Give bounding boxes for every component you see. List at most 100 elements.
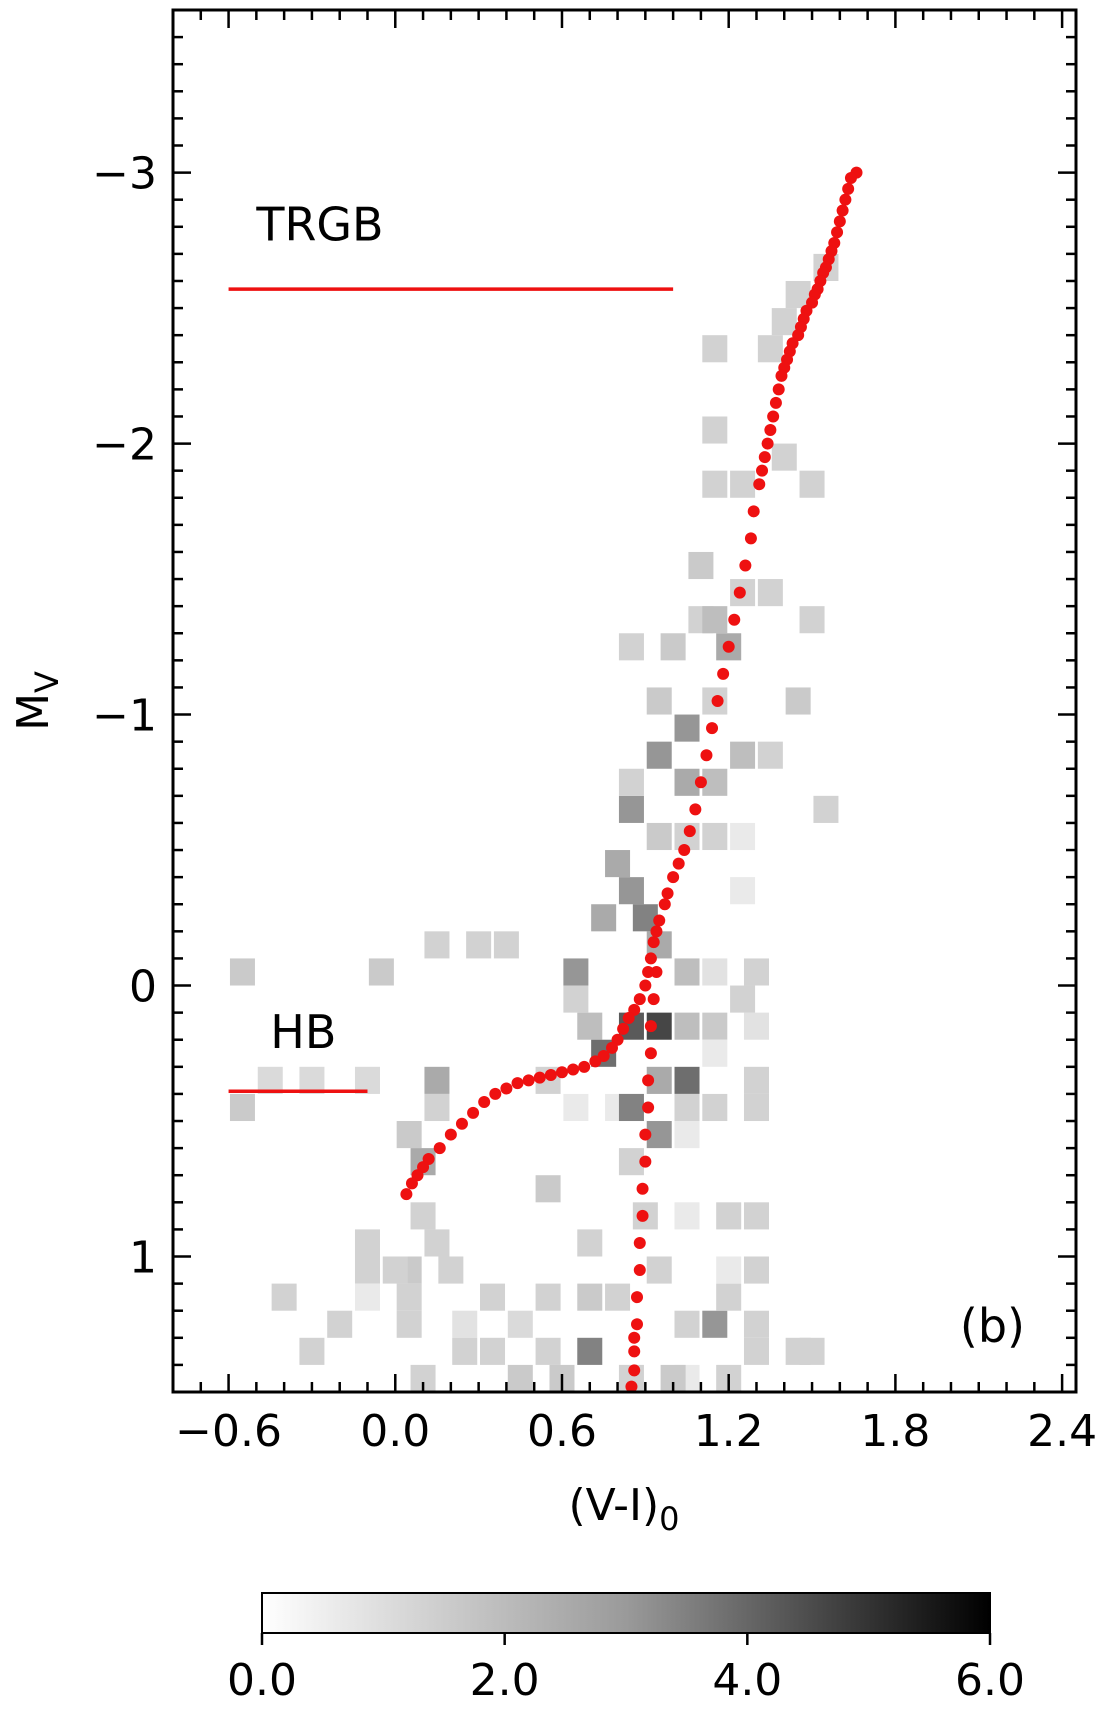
isochrone-point bbox=[722, 640, 735, 653]
y-axis-title: MV bbox=[8, 671, 66, 731]
density-bin bbox=[354, 1229, 380, 1257]
isochrone-point bbox=[694, 776, 707, 789]
x-tick-label: 0.6 bbox=[527, 1406, 597, 1457]
density-bin bbox=[716, 1256, 742, 1284]
density-bin bbox=[743, 1012, 769, 1040]
density-bin bbox=[424, 1066, 450, 1094]
density-bin bbox=[743, 1337, 769, 1365]
isochrone-point bbox=[653, 914, 666, 927]
isochrone-point bbox=[658, 898, 671, 911]
density-bin bbox=[674, 1012, 700, 1040]
density-bin bbox=[743, 1093, 769, 1122]
isochrone-point bbox=[639, 1155, 652, 1168]
isochrone-point bbox=[642, 965, 655, 978]
isochrone-point bbox=[622, 1012, 635, 1025]
isochrone-point bbox=[647, 993, 660, 1006]
isochrone-point bbox=[767, 410, 780, 423]
density-bin bbox=[702, 1310, 728, 1338]
isochrone-point bbox=[617, 1022, 630, 1035]
density-bin bbox=[618, 633, 644, 661]
density-bin bbox=[674, 1310, 700, 1338]
isochrone-point bbox=[839, 193, 852, 206]
y-tick-labels: −3 −2 −1 0 1 bbox=[92, 149, 157, 1284]
isochrone-point bbox=[644, 952, 657, 965]
density-bin bbox=[771, 308, 797, 336]
density-bin bbox=[563, 985, 589, 1013]
colorbar bbox=[261, 1592, 991, 1634]
density-bin bbox=[354, 1066, 380, 1094]
isochrone-point bbox=[683, 825, 696, 838]
isochrone-point bbox=[478, 1096, 491, 1109]
density-bin bbox=[396, 1121, 422, 1149]
density-bin bbox=[646, 687, 672, 715]
density-bin bbox=[730, 985, 756, 1013]
density-bin bbox=[674, 1202, 700, 1230]
density-bin bbox=[410, 1202, 436, 1230]
isochrone-point bbox=[642, 1101, 655, 1114]
density-bin bbox=[535, 1283, 561, 1311]
isochrone-point bbox=[775, 369, 788, 382]
density-bin bbox=[702, 822, 728, 851]
density-bin bbox=[396, 1310, 422, 1338]
isochrone-point bbox=[455, 1117, 468, 1130]
density-bin bbox=[716, 1283, 742, 1311]
density-bin bbox=[646, 822, 672, 851]
density-bin bbox=[730, 822, 756, 851]
isochrone-point bbox=[644, 1047, 657, 1060]
density-bin bbox=[424, 931, 450, 959]
isochrone-point bbox=[706, 722, 719, 735]
density-bin bbox=[563, 958, 589, 986]
density-bin bbox=[257, 1066, 283, 1094]
density-bin bbox=[480, 1337, 506, 1365]
density-bin bbox=[743, 1256, 769, 1284]
colorbar-ticks: 0.0 2.0 4.0 6.0 bbox=[227, 1633, 1025, 1706]
y-tick-label: −2 bbox=[92, 420, 157, 471]
density-bin bbox=[591, 904, 617, 932]
isochrone-point bbox=[661, 887, 674, 900]
density-bin bbox=[730, 741, 756, 769]
density-bin bbox=[577, 1012, 603, 1040]
density-bin bbox=[757, 335, 783, 363]
isochrone-point bbox=[747, 505, 760, 518]
density-bin bbox=[702, 416, 728, 444]
density-bin bbox=[799, 470, 825, 498]
density-bin bbox=[354, 1256, 380, 1284]
isochrone-point bbox=[636, 1209, 649, 1222]
isochrone-point bbox=[433, 1142, 446, 1155]
x-tick-label: −0.6 bbox=[175, 1406, 282, 1457]
isochrone-point bbox=[728, 613, 741, 626]
x-tick-label: 1.8 bbox=[860, 1406, 930, 1457]
isochrone-point bbox=[625, 1380, 638, 1392]
density-bin bbox=[702, 1012, 728, 1040]
density-bin bbox=[382, 1256, 408, 1284]
isochrone-point bbox=[844, 172, 857, 185]
isochrone-point bbox=[555, 1066, 568, 1079]
isochrone-point bbox=[650, 965, 663, 978]
density-bin bbox=[507, 1310, 533, 1338]
density-bin bbox=[535, 1337, 561, 1365]
density-bin bbox=[493, 931, 519, 959]
x-tick-label: 0.0 bbox=[360, 1406, 430, 1457]
density-bin bbox=[702, 1039, 728, 1067]
isochrone-point bbox=[589, 1055, 602, 1068]
plot-frame bbox=[171, 8, 1078, 1394]
density-bin bbox=[452, 1337, 478, 1365]
density-bin bbox=[480, 1283, 506, 1311]
isochrone-point bbox=[400, 1188, 413, 1201]
density-bin bbox=[730, 877, 756, 905]
isochrone-point bbox=[644, 1020, 657, 1033]
density-bin bbox=[757, 741, 783, 769]
density-bin bbox=[577, 1283, 603, 1311]
x-tick-label: 1.2 bbox=[694, 1406, 764, 1457]
isochrone-point bbox=[667, 871, 680, 884]
x-tick-label: 2.4 bbox=[1027, 1406, 1097, 1457]
isochrone-point bbox=[405, 1177, 418, 1190]
isochrone-point bbox=[633, 993, 646, 1006]
isochrone-point bbox=[631, 1318, 644, 1331]
density-bin bbox=[674, 714, 700, 742]
isochrone-point bbox=[758, 451, 771, 464]
isochrone-point bbox=[756, 464, 769, 477]
density-bin bbox=[618, 877, 644, 905]
isochrone-point bbox=[733, 586, 746, 599]
isochrone-point bbox=[544, 1068, 557, 1081]
